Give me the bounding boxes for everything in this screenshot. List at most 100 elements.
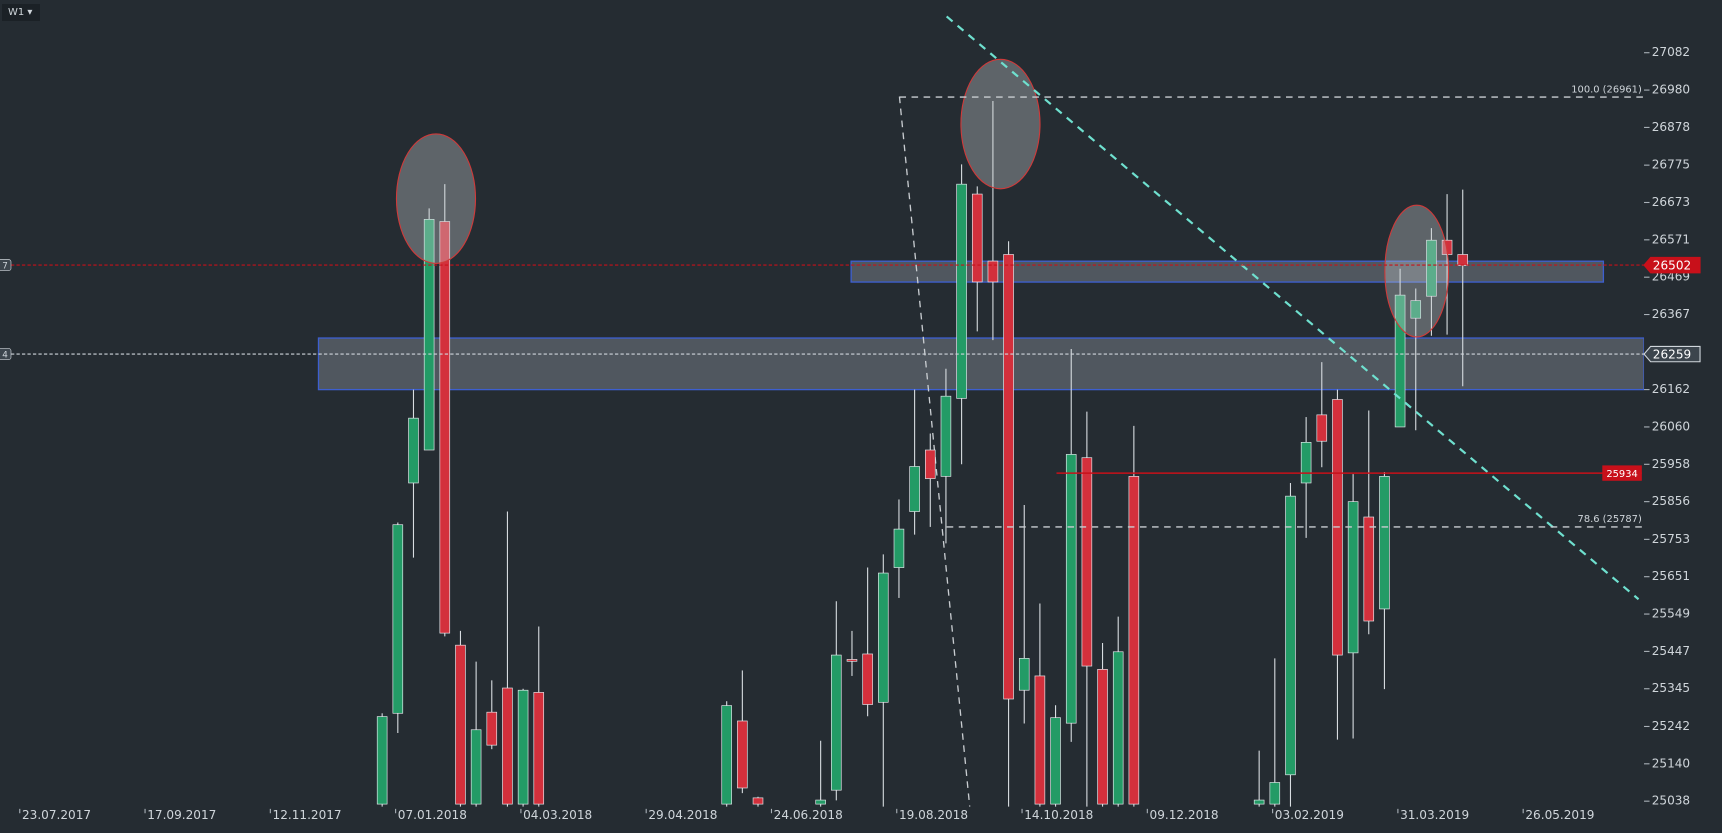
candle-body bbox=[1003, 254, 1014, 700]
y-tick-label: 26775 bbox=[1652, 158, 1690, 172]
zone-rectangle bbox=[850, 260, 1605, 283]
y-tick-label: 26980 bbox=[1652, 83, 1690, 97]
price-label: 25934 bbox=[1606, 469, 1637, 480]
candle-body bbox=[1410, 300, 1422, 319]
x-tick-label: 29.04.2018 bbox=[648, 808, 717, 822]
y-tick-label: 27082 bbox=[1652, 45, 1690, 59]
zone-rectangle bbox=[317, 337, 1645, 391]
side-marker: 4 bbox=[2, 351, 8, 361]
highlight-ellipse bbox=[395, 133, 477, 264]
candle-body bbox=[815, 799, 826, 805]
price-label-box bbox=[1602, 465, 1642, 481]
highlight-ellipse bbox=[960, 58, 1041, 190]
y-tick-label: 25549 bbox=[1652, 607, 1690, 621]
candle-body bbox=[376, 716, 388, 805]
fib-level-label: 78.6 (25787) bbox=[1578, 514, 1642, 525]
candle-body bbox=[893, 528, 905, 568]
candle-body bbox=[1018, 658, 1030, 691]
candle-body bbox=[1285, 495, 1296, 776]
price-label: 26502 bbox=[1653, 259, 1691, 273]
candle-body bbox=[1426, 239, 1437, 297]
x-tick-label: 09.12.2018 bbox=[1150, 808, 1219, 822]
fib-level-label: 100.0 (26961) bbox=[1571, 84, 1642, 95]
candle-body bbox=[1379, 476, 1390, 610]
candle-body bbox=[1128, 476, 1140, 805]
y-tick-label: 26571 bbox=[1652, 232, 1690, 246]
y-tick-label: 25242 bbox=[1652, 719, 1690, 733]
price-label: 26259 bbox=[1653, 348, 1691, 362]
y-tick-label: 26673 bbox=[1652, 195, 1690, 209]
x-tick-label: 23.07.2017 bbox=[22, 808, 91, 822]
y-tick-label: 26162 bbox=[1652, 382, 1690, 396]
x-tick-label: 17.09.2017 bbox=[147, 808, 216, 822]
candle-body bbox=[925, 449, 936, 479]
candle-body bbox=[1269, 782, 1281, 805]
candle-body bbox=[1347, 501, 1359, 654]
x-tick-label: 24.06.2018 bbox=[774, 808, 843, 822]
candle-body bbox=[423, 219, 435, 451]
y-tick-label: 25038 bbox=[1652, 794, 1690, 808]
x-tick-label: 07.01.2018 bbox=[398, 808, 467, 822]
side-marker-box bbox=[0, 348, 12, 360]
candle-body bbox=[1081, 457, 1093, 667]
x-tick-label: 12.11.2017 bbox=[273, 808, 342, 822]
candle-body bbox=[1253, 799, 1265, 805]
candle-body bbox=[971, 193, 983, 283]
overlay: 25038 25140 25242 25345 25447 25549 25651 25753… bbox=[0, 45, 1701, 822]
candle-body bbox=[846, 659, 858, 662]
x-tick-label: 03.02.2019 bbox=[1275, 808, 1344, 822]
drawings bbox=[317, 96, 1645, 807]
candle-body bbox=[486, 711, 498, 746]
price-label-box bbox=[1643, 256, 1701, 274]
candle-body bbox=[1363, 516, 1375, 622]
highlight-ellipse bbox=[1384, 204, 1450, 338]
y-tick-label: 25753 bbox=[1652, 532, 1690, 546]
candle-body bbox=[1050, 717, 1061, 805]
y-tick-label: 25856 bbox=[1652, 494, 1690, 508]
y-tick-label: 25651 bbox=[1652, 569, 1690, 583]
candle-body bbox=[752, 797, 764, 805]
fib-trend-line bbox=[898, 96, 971, 807]
y-tick-label: 25958 bbox=[1652, 457, 1690, 471]
candle-body bbox=[737, 720, 748, 789]
timeframe-label: W1 bbox=[8, 7, 25, 18]
y-tick-label: 25447 bbox=[1652, 644, 1690, 658]
candle-body bbox=[502, 687, 513, 805]
candle-body bbox=[956, 183, 967, 399]
candle-body bbox=[439, 221, 451, 634]
candle-body bbox=[1457, 254, 1469, 266]
candle-body bbox=[1316, 414, 1328, 442]
candle-body bbox=[1097, 669, 1108, 805]
x-tick-label: 04.03.2018 bbox=[523, 808, 592, 822]
price-label-box bbox=[1643, 345, 1701, 363]
y-tick-label: 26367 bbox=[1652, 307, 1690, 321]
y-tick-label: 26060 bbox=[1652, 419, 1690, 433]
candle-body bbox=[1300, 441, 1312, 484]
candle-body bbox=[1034, 675, 1046, 805]
candle-body bbox=[721, 705, 732, 805]
candle-body bbox=[1112, 651, 1124, 805]
side-marker-box bbox=[0, 259, 12, 271]
candle-body bbox=[909, 466, 920, 512]
side-marker: 7 bbox=[2, 262, 8, 272]
candle-body bbox=[533, 692, 545, 805]
timeframe-selector[interactable]: W1 ▾ bbox=[2, 4, 40, 21]
y-tick-label: 25345 bbox=[1652, 681, 1690, 695]
candle-body bbox=[392, 524, 404, 714]
candle-body bbox=[1394, 294, 1406, 428]
candle-body bbox=[862, 653, 873, 705]
candles bbox=[376, 101, 1469, 807]
x-tick-label: 31.03.2019 bbox=[1400, 808, 1469, 822]
y-tick-label: 26878 bbox=[1652, 120, 1690, 134]
x-tick-label: 14.10.2018 bbox=[1024, 808, 1093, 822]
candle-body bbox=[470, 729, 482, 805]
candle-body bbox=[987, 260, 999, 283]
x-tick-label: 26.05.2019 bbox=[1525, 808, 1594, 822]
candle-body bbox=[517, 689, 529, 805]
candle-body bbox=[455, 644, 466, 805]
candle-body bbox=[831, 654, 842, 791]
candle-body bbox=[878, 572, 889, 703]
drawings bbox=[395, 15, 1640, 601]
